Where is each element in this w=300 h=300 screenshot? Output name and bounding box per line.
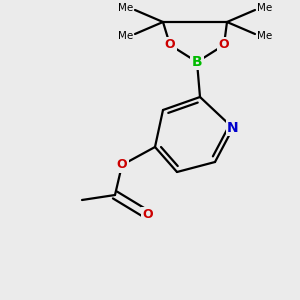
Text: O: O <box>117 158 127 172</box>
Text: O: O <box>165 38 175 52</box>
Text: Me: Me <box>118 3 133 13</box>
Text: O: O <box>143 208 153 221</box>
Text: Me: Me <box>257 3 272 13</box>
Text: O: O <box>219 38 229 52</box>
Text: Me: Me <box>257 31 272 41</box>
Text: Me: Me <box>118 31 133 41</box>
Text: B: B <box>192 55 202 69</box>
Text: N: N <box>227 121 239 135</box>
